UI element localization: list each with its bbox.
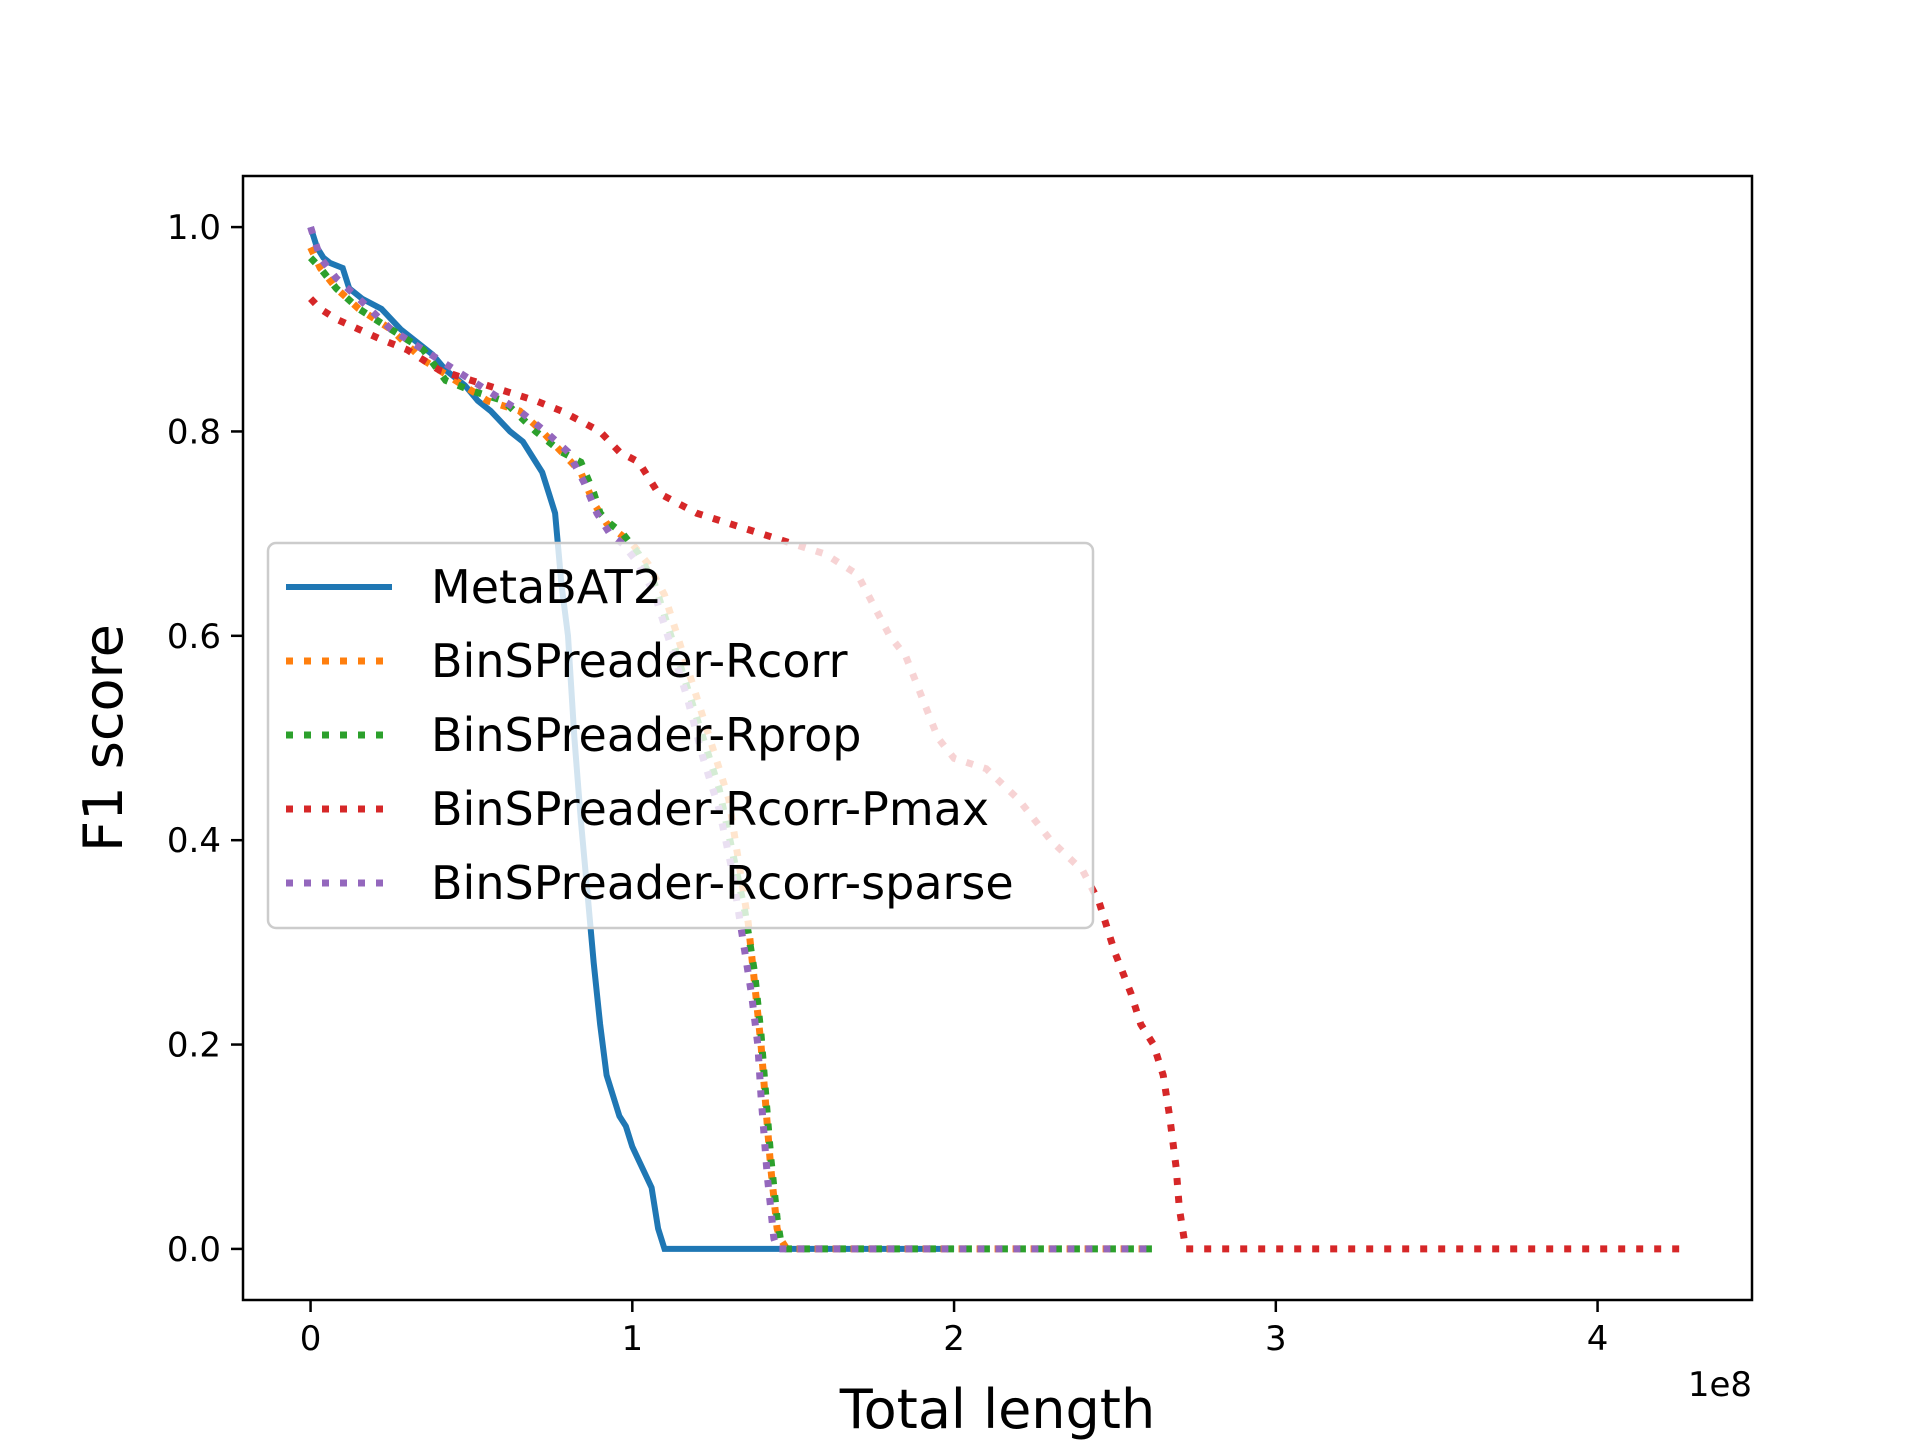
y-tick-label: 0.4 <box>167 821 221 861</box>
legend-label-4: BinSPreader-Rcorr-Pmax <box>431 782 989 836</box>
y-tick-label: 0.0 <box>167 1230 221 1270</box>
y-axis-title: F1 score <box>72 624 135 852</box>
y-axis: 0.0 0.2 0.4 0.6 0.8 1.0 <box>167 208 243 1270</box>
series-line-2 <box>307 246 1148 1253</box>
legend-label-3: BinSPreader-Rprop <box>431 708 862 762</box>
y-tick-label: 0.8 <box>167 412 221 452</box>
x-axis-title: Total length <box>839 1378 1155 1440</box>
y-tick-label: 0.2 <box>167 1026 221 1066</box>
x-tick-label: 1 <box>621 1319 643 1359</box>
legend-box <box>266 541 1095 930</box>
x-tick-label: 0 <box>300 1319 322 1359</box>
y-tick-label: 1.0 <box>167 208 221 248</box>
x-tick-label: 4 <box>1587 1319 1609 1359</box>
legend-label-2: BinSPreader-Rcorr <box>431 634 848 688</box>
x-axis: 0 1 2 3 4 <box>300 1300 1609 1359</box>
x-axis-offset-label: 1e8 <box>1688 1365 1752 1405</box>
x-tick-label: 3 <box>1265 1319 1287 1359</box>
legend-label-5: BinSPreader-Rcorr-sparse <box>431 856 1014 910</box>
x-tick-label: 2 <box>943 1319 965 1359</box>
legend-label-1: MetaBAT2 <box>431 560 662 614</box>
y-tick-label: 0.6 <box>167 617 221 657</box>
legend: MetaBAT2 BinSPreader-Rcorr BinSPreader-Rpr… <box>266 541 1095 930</box>
series-line-3 <box>308 255 1154 1253</box>
plot-frame <box>241 174 1754 1302</box>
